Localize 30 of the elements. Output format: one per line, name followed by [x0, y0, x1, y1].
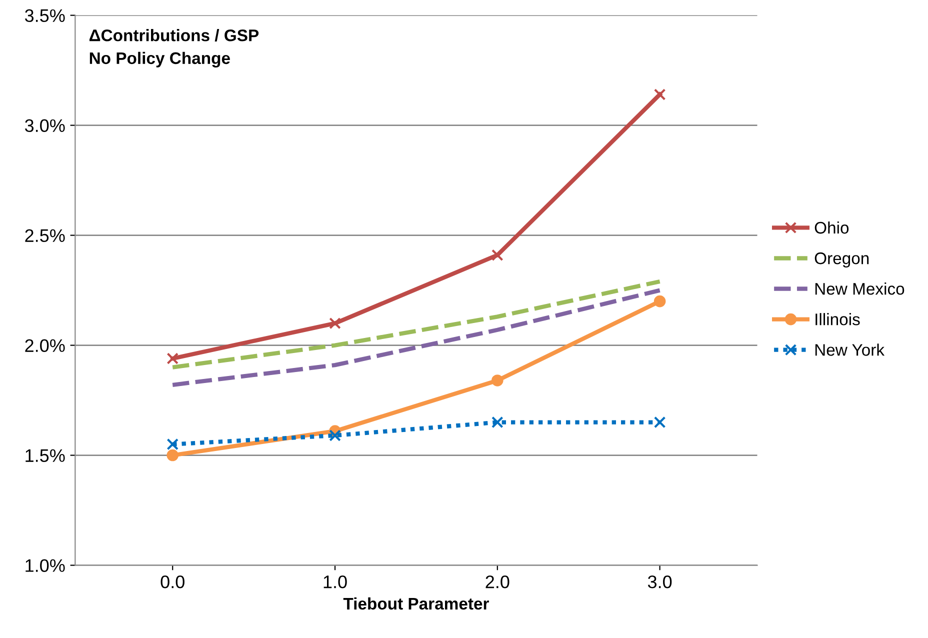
point [654, 295, 666, 308]
y-tick-label: 3.0% [24, 119, 65, 132]
x-tick-label: 1.0 [324, 575, 347, 588]
point [166, 438, 179, 450]
legend-label: New Mexico [815, 282, 904, 295]
point [654, 88, 666, 100]
y-tick-label: 2.5% [25, 229, 65, 242]
legend-label: New York [815, 344, 885, 356]
legend-label: Oregon [814, 252, 869, 268]
y-tick-label: 1.5% [26, 449, 65, 462]
text: ΔContributions / GSP No Policy Change [89, 29, 259, 68]
point [329, 317, 341, 330]
x-axis-title: Tiebout Parameter [343, 597, 489, 610]
y-tick-label: 3.5% [24, 9, 65, 22]
point [166, 449, 179, 462]
line-series [170, 288, 662, 387]
point [492, 416, 504, 428]
x-tick-label: 0.0 [160, 575, 184, 588]
x-tick-label: 2.0 [486, 575, 510, 588]
line-series [170, 279, 662, 370]
legend-label: Ohio [814, 221, 849, 234]
point [654, 416, 666, 428]
x-tick-label: 3.0 [648, 575, 672, 588]
point [329, 430, 341, 442]
point [492, 374, 504, 386]
point [492, 249, 504, 261]
y-tick-label: 2.0% [25, 339, 65, 352]
legend-label: Illinois [816, 313, 860, 326]
y-tick-label: 1.0% [26, 559, 65, 572]
point [166, 352, 179, 364]
